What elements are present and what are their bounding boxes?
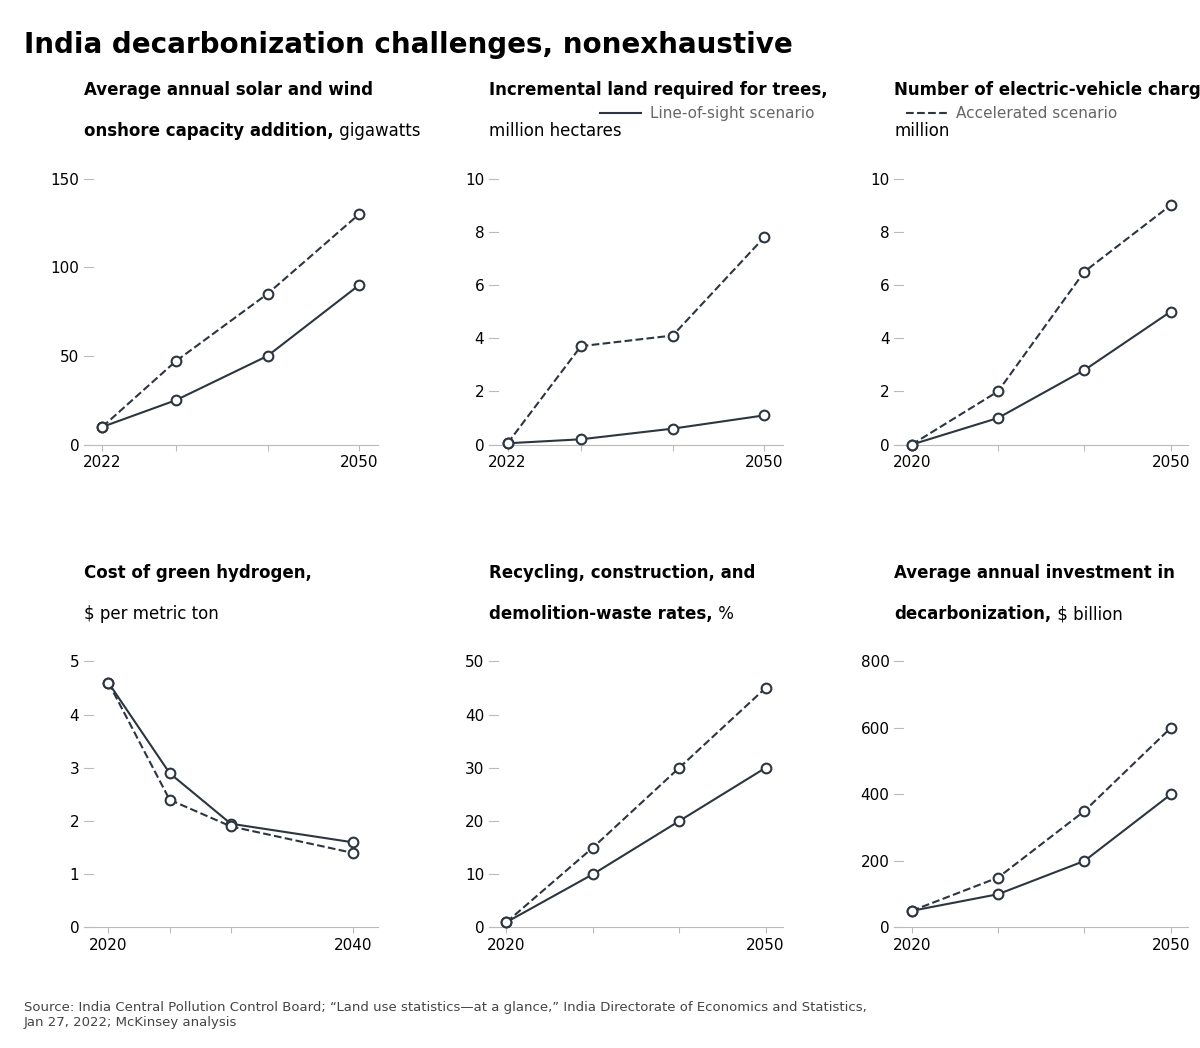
Text: India decarbonization challenges, nonexhaustive: India decarbonization challenges, nonexh… <box>24 31 793 60</box>
Text: decarbonization,: decarbonization, <box>894 605 1051 624</box>
Text: million: million <box>894 123 949 140</box>
Text: %: % <box>713 605 733 624</box>
Text: Average annual solar and wind: Average annual solar and wind <box>84 82 373 100</box>
Text: onshore capacity addition,: onshore capacity addition, <box>84 123 334 140</box>
Text: Cost of green hydrogen,: Cost of green hydrogen, <box>84 564 312 582</box>
Text: gigawatts: gigawatts <box>334 123 420 140</box>
Text: Incremental land required for trees,: Incremental land required for trees, <box>490 82 828 100</box>
Text: million hectares: million hectares <box>490 123 622 140</box>
Text: Number of electric-vehicle chargers,: Number of electric-vehicle chargers, <box>894 82 1200 100</box>
Text: Recycling, construction, and: Recycling, construction, and <box>490 564 756 582</box>
Text: Line-of-sight scenario: Line-of-sight scenario <box>650 106 815 121</box>
Text: Accelerated scenario: Accelerated scenario <box>955 106 1117 121</box>
Text: Source: India Central Pollution Control Board; “Land use statistics—at a glance,: Source: India Central Pollution Control … <box>24 1001 866 1029</box>
Text: $ per metric ton: $ per metric ton <box>84 605 218 624</box>
Text: Average annual investment in: Average annual investment in <box>894 564 1175 582</box>
Text: demolition-waste rates,: demolition-waste rates, <box>490 605 713 624</box>
Text: $ billion: $ billion <box>1051 605 1122 624</box>
